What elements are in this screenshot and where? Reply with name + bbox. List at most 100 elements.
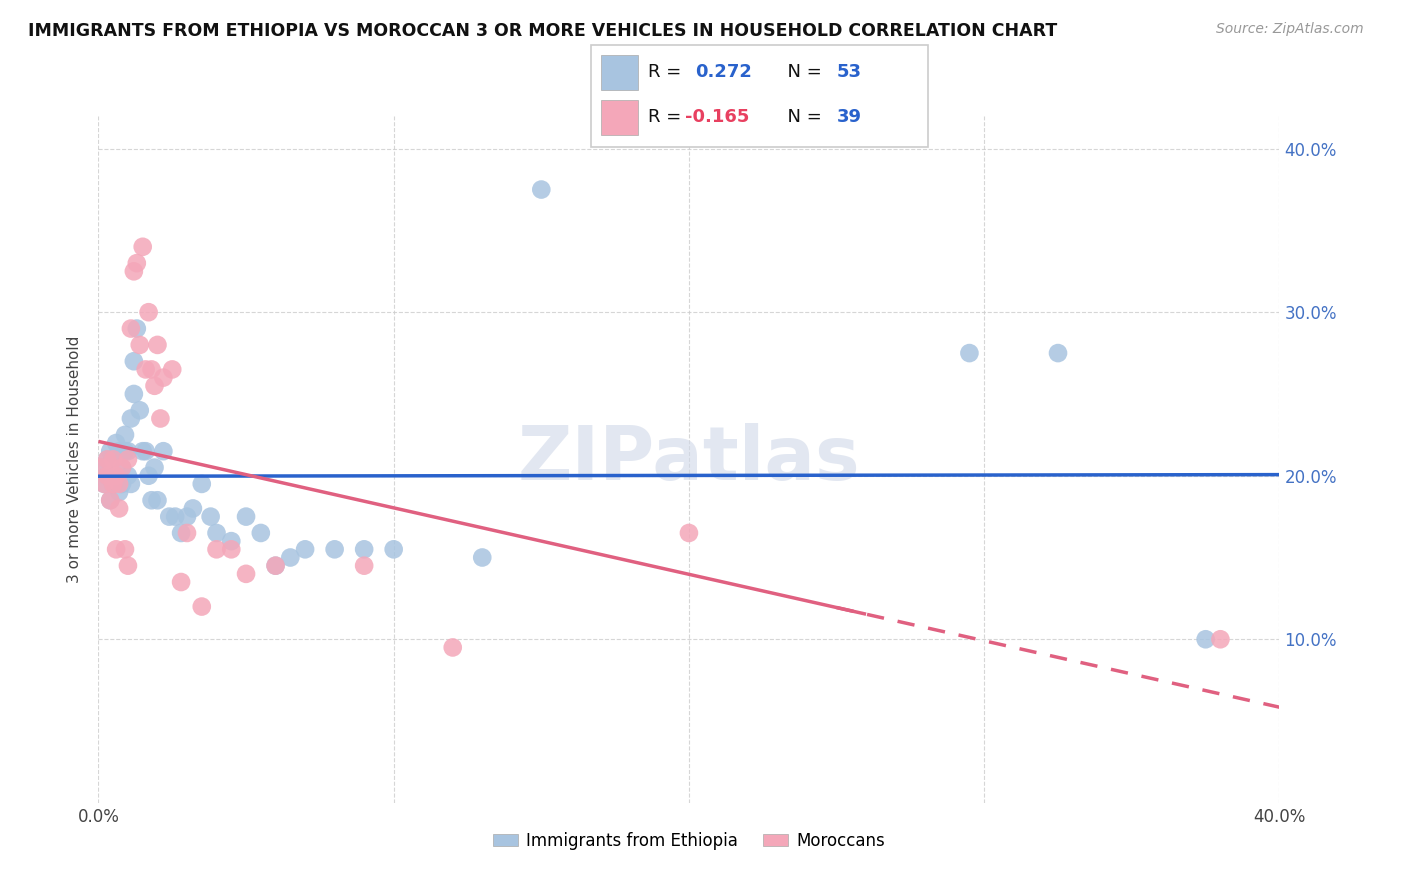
Point — [122, 387, 145, 401]
Point — [103, 452, 125, 467]
Point — [122, 264, 145, 278]
Point — [176, 509, 198, 524]
Text: 0.272: 0.272 — [695, 63, 752, 81]
Point — [120, 476, 142, 491]
Point — [170, 574, 193, 589]
Point — [108, 485, 131, 500]
Point — [176, 525, 198, 540]
Point — [90, 460, 112, 475]
Point — [1195, 632, 1218, 647]
Point — [146, 338, 169, 352]
Text: R =: R = — [648, 63, 693, 81]
Point — [165, 509, 187, 524]
Point — [117, 452, 139, 467]
Point — [382, 542, 405, 557]
Point — [125, 256, 148, 270]
Point — [141, 493, 163, 508]
Point — [114, 542, 136, 557]
Point — [235, 509, 257, 524]
Point — [96, 468, 118, 483]
Text: IMMIGRANTS FROM ETHIOPIA VS MOROCCAN 3 OR MORE VEHICLES IN HOUSEHOLD CORRELATION: IMMIGRANTS FROM ETHIOPIA VS MOROCCAN 3 O… — [28, 22, 1057, 40]
Point — [221, 534, 243, 549]
Point — [250, 525, 273, 540]
Point — [264, 558, 287, 573]
Bar — [600, 100, 638, 135]
Point — [181, 501, 204, 516]
Point — [98, 493, 121, 508]
Point — [103, 476, 125, 491]
Point — [959, 346, 981, 360]
Point — [103, 476, 125, 491]
Point — [170, 525, 193, 540]
Point — [98, 493, 121, 508]
Point — [264, 558, 287, 573]
Point — [157, 509, 180, 524]
Point — [152, 444, 174, 458]
Point — [96, 468, 118, 483]
Point — [162, 362, 183, 376]
Point — [135, 362, 157, 376]
Point — [132, 240, 155, 254]
Point — [128, 338, 150, 352]
Point — [1046, 346, 1070, 360]
Point — [117, 558, 139, 573]
Point — [93, 476, 115, 491]
Point — [125, 321, 148, 335]
Point — [128, 403, 150, 417]
Point — [111, 460, 134, 475]
Point — [96, 452, 118, 467]
Point — [117, 468, 139, 483]
Point — [530, 183, 553, 197]
Text: Source: ZipAtlas.com: Source: ZipAtlas.com — [1216, 22, 1364, 37]
Point — [191, 476, 214, 491]
Point — [105, 468, 128, 483]
Point — [294, 542, 316, 557]
Point — [108, 444, 131, 458]
Point — [205, 525, 228, 540]
Point — [105, 468, 128, 483]
Point — [191, 599, 214, 614]
Y-axis label: 3 or more Vehicles in Household: 3 or more Vehicles in Household — [67, 335, 83, 583]
Point — [323, 542, 346, 557]
Text: R =: R = — [648, 109, 688, 127]
Point — [114, 427, 136, 442]
Point — [221, 542, 243, 557]
Point — [143, 378, 166, 392]
Point — [122, 354, 145, 368]
Text: ZIPatlas: ZIPatlas — [517, 423, 860, 496]
Point — [143, 460, 166, 475]
Point — [135, 444, 157, 458]
Text: 39: 39 — [837, 109, 862, 127]
Text: -0.165: -0.165 — [685, 109, 749, 127]
Point — [96, 452, 118, 467]
Point — [471, 550, 494, 565]
Point — [138, 468, 160, 483]
Point — [114, 444, 136, 458]
Point — [103, 452, 125, 467]
Point — [108, 476, 131, 491]
Point — [111, 476, 134, 491]
Point — [235, 566, 257, 581]
Point — [152, 370, 174, 384]
Point — [280, 550, 302, 565]
Point — [353, 542, 375, 557]
Point — [120, 321, 142, 335]
Point — [108, 501, 131, 516]
Text: 53: 53 — [837, 63, 862, 81]
Point — [117, 444, 139, 458]
Text: N =: N = — [776, 109, 828, 127]
Bar — [600, 55, 638, 90]
Text: N =: N = — [776, 63, 828, 81]
Point — [141, 362, 163, 376]
Point — [441, 640, 464, 655]
Point — [111, 460, 134, 475]
Point — [146, 493, 169, 508]
Point — [353, 558, 375, 573]
Point — [105, 542, 128, 557]
Point — [1209, 632, 1232, 647]
Point — [105, 436, 128, 450]
Legend: Immigrants from Ethiopia, Moroccans: Immigrants from Ethiopia, Moroccans — [486, 825, 891, 856]
Point — [205, 542, 228, 557]
Point — [200, 509, 222, 524]
Point — [120, 411, 142, 425]
